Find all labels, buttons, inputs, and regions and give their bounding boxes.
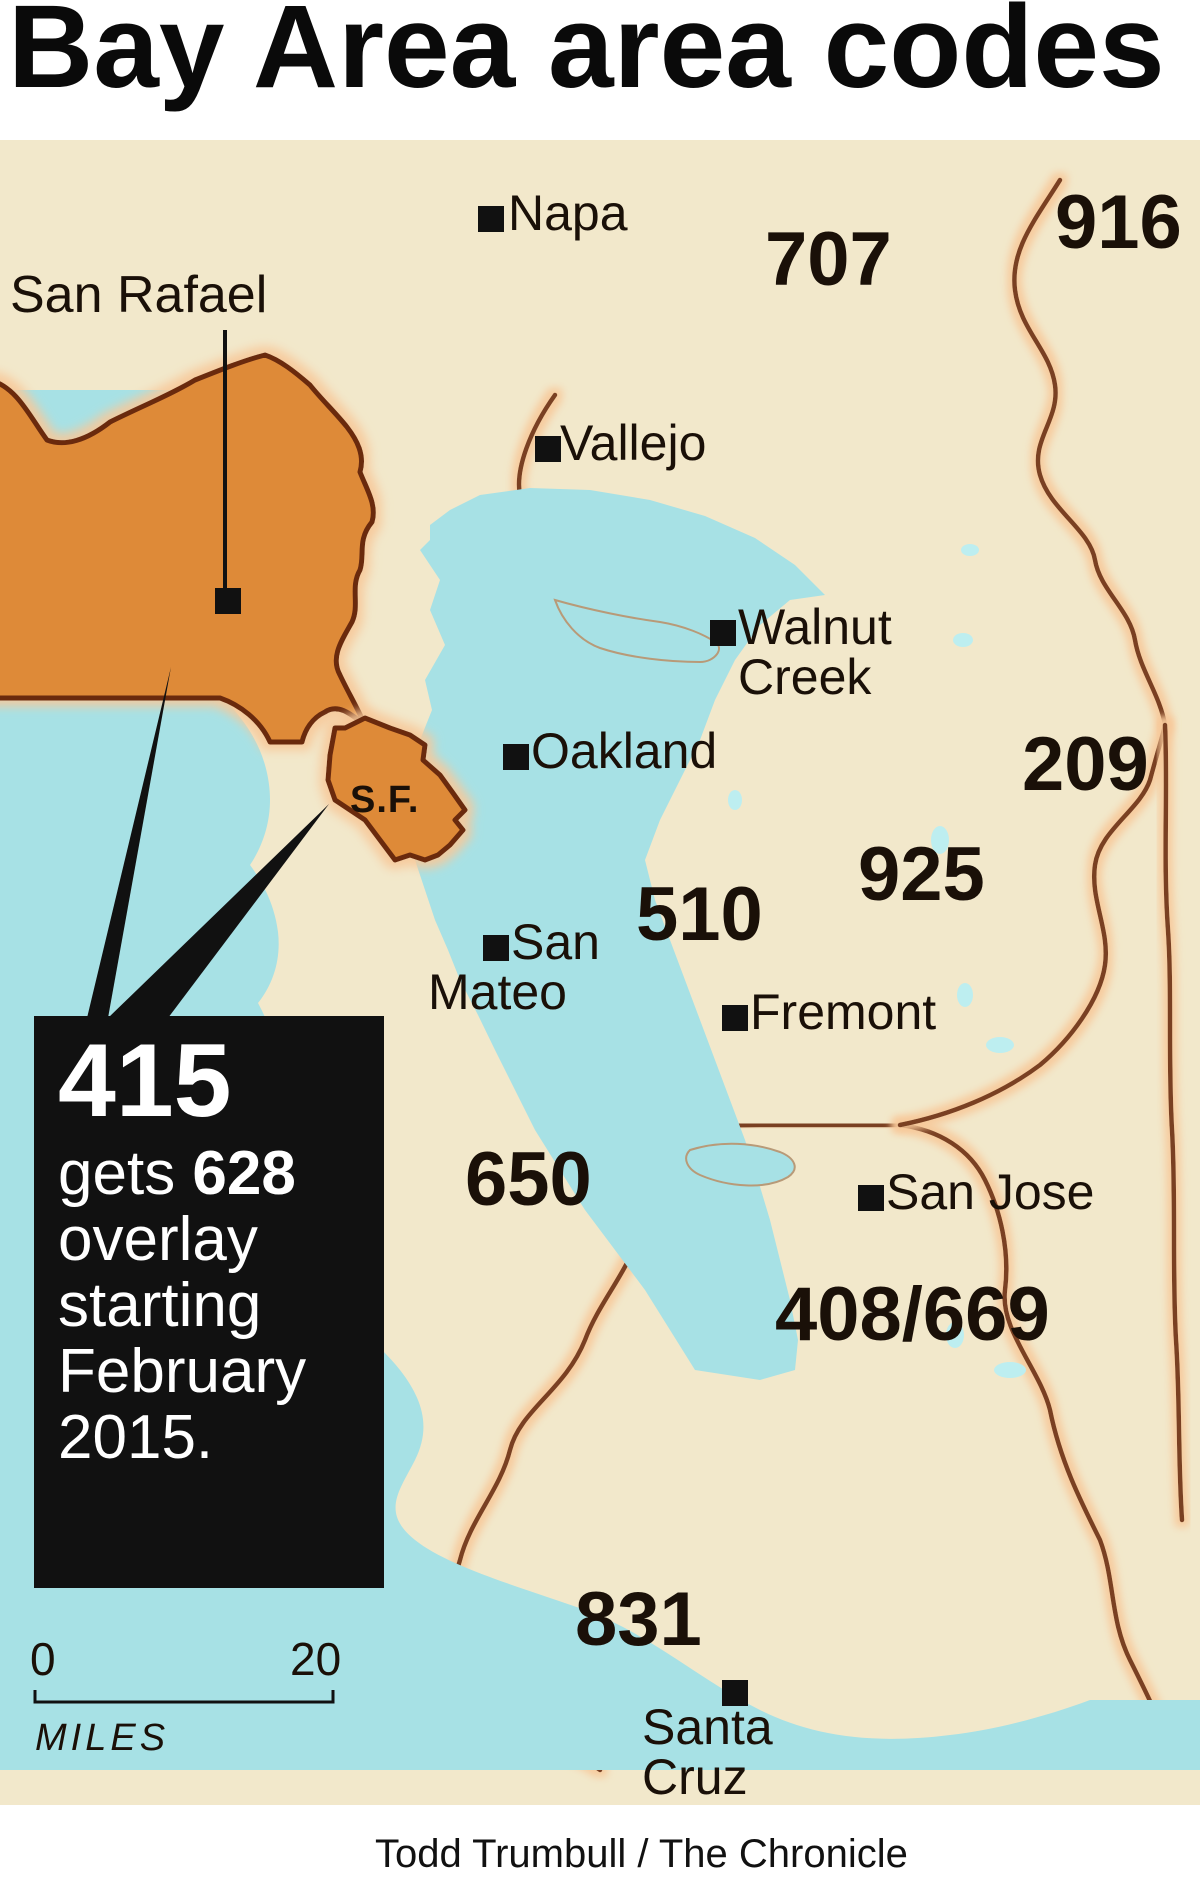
svg-text:San Rafael: San Rafael bbox=[10, 266, 267, 324]
svg-text:415: 415 bbox=[58, 1023, 232, 1139]
svg-text:MILES: MILES bbox=[35, 1717, 169, 1759]
svg-text:408/669: 408/669 bbox=[775, 1272, 1050, 1357]
svg-text:650: 650 bbox=[465, 1137, 592, 1222]
svg-text:707: 707 bbox=[765, 217, 892, 302]
svg-text:925: 925 bbox=[858, 832, 985, 917]
svg-text:Napa: Napa bbox=[508, 185, 628, 241]
svg-text:overlay: overlay bbox=[58, 1205, 258, 1274]
svg-text:0: 0 bbox=[30, 1633, 56, 1685]
svg-text:2015.: 2015. bbox=[58, 1403, 213, 1472]
svg-text:Walnut: Walnut bbox=[738, 599, 892, 655]
svg-text:510: 510 bbox=[636, 872, 763, 957]
svg-text:gets 628: gets 628 bbox=[58, 1139, 296, 1208]
svg-text:Vallejo: Vallejo bbox=[560, 415, 706, 471]
svg-text:209: 209 bbox=[1022, 722, 1149, 807]
svg-text:Oakland: Oakland bbox=[531, 723, 717, 779]
svg-text:Fremont: Fremont bbox=[750, 984, 936, 1040]
svg-text:Creek: Creek bbox=[738, 649, 872, 705]
svg-text:20: 20 bbox=[290, 1633, 341, 1685]
svg-text:San Jose: San Jose bbox=[886, 1164, 1094, 1220]
svg-text:S.F.: S.F. bbox=[350, 779, 419, 821]
svg-text:Cruz: Cruz bbox=[642, 1749, 748, 1805]
svg-text:February: February bbox=[58, 1337, 306, 1406]
svg-text:Santa: Santa bbox=[642, 1699, 773, 1755]
svg-text:starting: starting bbox=[58, 1271, 261, 1340]
svg-text:San: San bbox=[511, 914, 600, 970]
svg-text:831: 831 bbox=[575, 1577, 702, 1662]
svg-text:916: 916 bbox=[1055, 180, 1182, 265]
svg-text:Mateo: Mateo bbox=[428, 964, 567, 1020]
